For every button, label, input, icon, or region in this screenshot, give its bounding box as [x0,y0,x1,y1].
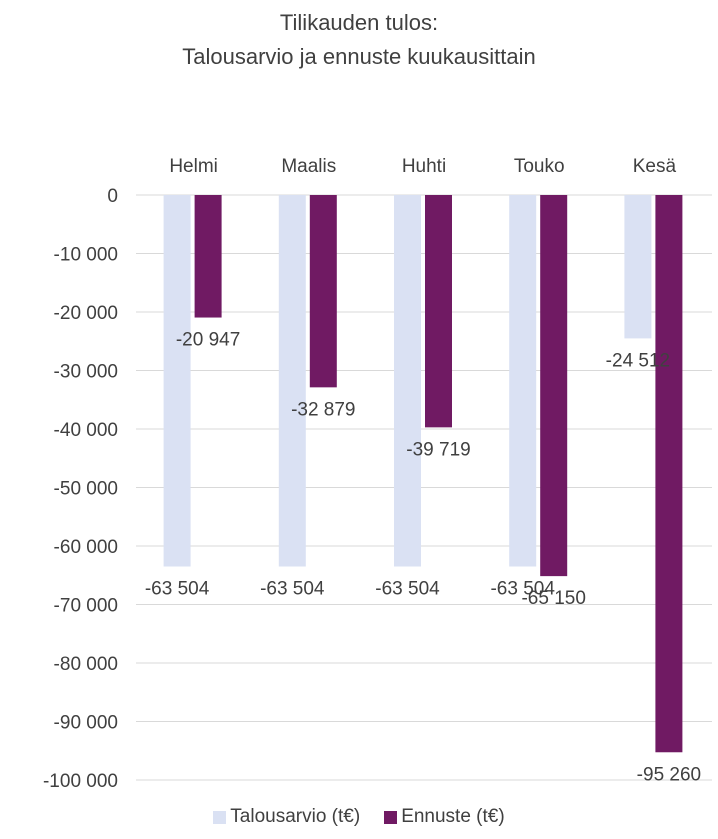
data-label: -95 260 [637,764,701,785]
y-tick-label: 0 [107,186,118,207]
y-tick-label: -90 000 [54,713,118,734]
y-tick-label: -20 000 [54,303,118,324]
y-tick-label: -50 000 [54,479,118,500]
data-label: -39 719 [406,439,470,460]
bar-ennuste [425,195,452,428]
y-tick-label: -100 000 [43,771,118,792]
data-label: -32 879 [291,399,355,420]
legend-item-budget: Talousarvio (t€) [213,806,360,828]
legend: Talousarvio (t€) Ennuste (t€) [0,806,718,828]
bar-talousarvio [624,195,652,339]
data-label: -63 504 [145,578,210,599]
y-tick-label: -30 000 [54,362,118,383]
x-tick-label: Huhti [402,156,446,177]
bar-ennuste [540,195,568,577]
y-tick-label: -60 000 [54,537,118,558]
y-tick-label: -40 000 [54,420,118,441]
x-tick-label: Kesä [633,156,677,177]
bar-talousarvio [394,195,421,567]
bar-talousarvio [163,195,191,567]
y-tick-label: -10 000 [54,245,118,266]
bar-ennuste [309,195,337,388]
y-tick-label: -80 000 [54,654,118,675]
data-label: -63 504 [490,578,555,599]
data-label: -63 504 [260,578,325,599]
x-tick-label: Helmi [169,156,218,177]
x-tick-label: Maalis [281,156,336,177]
x-tick-label: Touko [514,156,565,177]
legend-label-budget: Talousarvio (t€) [230,806,361,827]
bar-talousarvio [509,195,537,567]
data-label: -65 150 [521,588,585,609]
data-label: -63 504 [375,578,440,599]
legend-swatch-budget [213,810,227,824]
legend-item-forecast: Ennuste (t€) [384,806,505,828]
bar-ennuste [655,195,683,753]
y-tick-label: -70 000 [54,596,118,617]
legend-label-forecast: Ennuste (t€) [401,806,505,827]
data-label: -20 947 [176,330,240,351]
data-label: -24 512 [606,350,670,371]
bar-chart: 0 -10 000 -20 000 -30 000 -40 000 -50 000 -60 … [43,156,712,792]
chart-title: Tilikauden tulos: Talousarvio ja ennuste… [0,6,718,74]
legend-swatch-forecast [384,810,398,824]
bar-talousarvio [278,195,306,567]
chart-title-line1: Tilikauden tulos: [279,10,439,35]
chart-subtitle: Talousarvio ja ennuste kuukausittain [182,44,536,69]
bar-ennuste [194,195,222,318]
